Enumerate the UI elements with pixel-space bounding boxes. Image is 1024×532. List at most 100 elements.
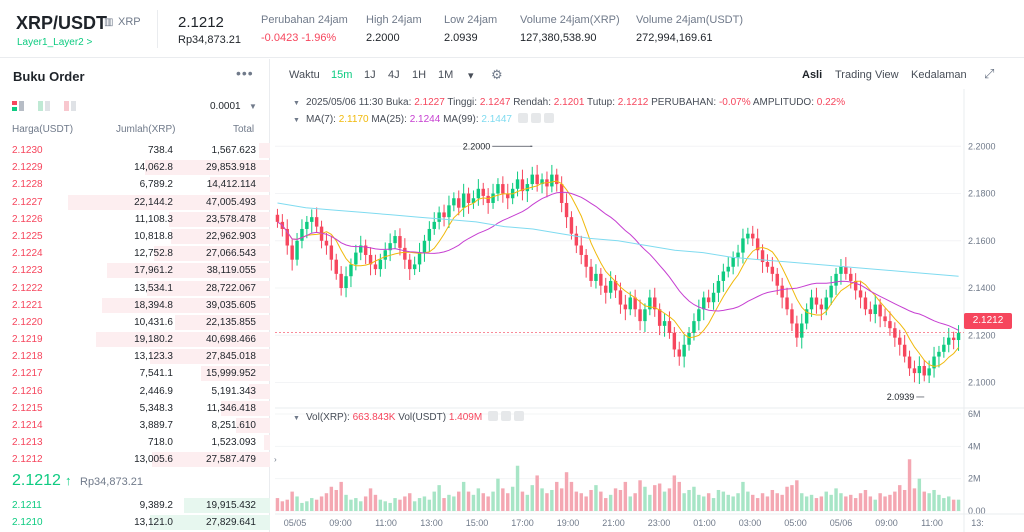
chevron-right-icon[interactable]: › xyxy=(274,455,277,464)
candle-body xyxy=(731,257,735,267)
candle-body xyxy=(932,356,936,369)
candle-body xyxy=(613,280,618,291)
stat-label: Volume 24jam(USDT) xyxy=(636,14,743,26)
candle-body xyxy=(594,273,598,281)
order-amount: 10,818.8 xyxy=(134,230,173,242)
candle-body xyxy=(677,349,681,357)
order-row[interactable]: 2.1218 13,123.3 27,845.018 xyxy=(0,348,270,365)
order-amount: 5,348.3 xyxy=(139,402,173,414)
candle-body xyxy=(706,297,711,303)
order-total: 23,578.478 xyxy=(205,213,256,225)
sector-tag-link[interactable]: Layer1_Layer2 > xyxy=(17,37,93,48)
order-total: 27,587.479 xyxy=(205,454,256,466)
order-row[interactable]: 2.1212 13,005.6 27,587.479 xyxy=(0,451,270,468)
order-row[interactable]: 2.1221 18,394.8 39,035.605 xyxy=(0,297,270,314)
volume-bar xyxy=(839,493,843,511)
interval-label: Waktu xyxy=(289,69,320,81)
document-icon[interactable]: ▥ xyxy=(104,17,114,28)
interval-1j[interactable]: 1J xyxy=(364,69,376,81)
candle-body xyxy=(917,366,922,374)
volume-bar xyxy=(305,501,309,511)
x-tick-label: 19:00 xyxy=(557,518,580,528)
candle-body xyxy=(780,285,784,298)
order-amount: 12,752.8 xyxy=(134,248,173,260)
view-original[interactable]: Asli xyxy=(802,69,823,81)
candle-body xyxy=(378,259,383,270)
order-total: 47,005.493 xyxy=(205,196,256,208)
order-row[interactable]: 2.1213 718.0 1,523.093 xyxy=(0,434,270,451)
volume-bar xyxy=(427,499,432,511)
interval-4j[interactable]: 4J xyxy=(388,69,400,81)
volume-bar xyxy=(579,493,583,511)
close-icon[interactable] xyxy=(543,113,554,123)
order-price: 2.1211 xyxy=(12,500,42,511)
volume-bar xyxy=(800,493,804,511)
candle-body xyxy=(902,344,907,357)
close-icon[interactable] xyxy=(513,411,524,421)
order-total: 27,066.543 xyxy=(205,248,256,260)
fullscreen-icon[interactable]: ⤢ xyxy=(984,66,995,81)
order-row[interactable]: 2.1216 2,446.9 5,191.343 xyxy=(0,383,270,400)
volume-bar xyxy=(329,486,334,511)
collapse-triangle-icon[interactable]: ▼ xyxy=(293,100,300,107)
collapse-triangle-icon[interactable]: ▼ xyxy=(293,415,300,422)
volume-bar xyxy=(770,489,775,511)
y-tick-label: 2.1200 xyxy=(968,330,996,340)
order-row[interactable]: 2.1222 13,534.1 28,722.067 xyxy=(0,280,270,297)
chevron-down-icon[interactable]: ▼ xyxy=(249,102,257,111)
view-bids-icon[interactable] xyxy=(38,101,50,111)
candlestick-chart[interactable]: 2.2000 2.1800 2.1600 2.1400 2.1200 2.1000 6M 4M… xyxy=(271,59,1024,532)
candle-body xyxy=(687,332,691,345)
order-row[interactable]: 2.1225 10,818.8 22,962.903 xyxy=(0,228,270,245)
order-row[interactable]: 2.1219 19,180.2 40,698.466 xyxy=(0,331,270,348)
interval-15m[interactable]: 15m xyxy=(331,69,353,81)
col-header-total: Total xyxy=(233,124,255,135)
gear-icon[interactable]: ⚙ xyxy=(491,67,503,82)
ask-rows: 2.1230 738.4 1,567.623 2.1229 14,062.8 29,853… xyxy=(0,142,270,469)
interval-1h[interactable]: 1H xyxy=(412,69,427,81)
volume-bar xyxy=(314,499,319,511)
volume-bar xyxy=(334,489,338,511)
legend-amplitude: 0.22% xyxy=(816,97,846,108)
candle-body xyxy=(559,184,564,203)
legend-change: -0.07% xyxy=(718,97,751,108)
interval-more-dropdown[interactable]: ▾ xyxy=(468,70,474,82)
view-both-icon[interactable] xyxy=(12,101,24,111)
more-options-icon[interactable]: ••• xyxy=(236,65,254,81)
candle-body xyxy=(525,184,530,192)
order-row[interactable]: 2.1217 7,541.1 15,999.952 xyxy=(0,365,270,382)
candle-body xyxy=(604,285,608,293)
ma25-line xyxy=(277,191,959,331)
order-row[interactable]: 2.1211 9,389.2 19,915.432 xyxy=(0,497,270,514)
settings-icon[interactable] xyxy=(500,411,511,421)
settings-icon[interactable] xyxy=(530,113,541,123)
interval-1m[interactable]: 1M xyxy=(438,69,454,81)
order-row[interactable]: 2.1214 3,889.7 8,251.610 xyxy=(0,417,270,434)
order-row[interactable]: 2.1226 11,108.3 23,578.478 xyxy=(0,211,270,228)
order-row[interactable]: 2.1227 22,144.2 47,005.493 xyxy=(0,194,270,211)
order-amount: 6,789.2 xyxy=(139,179,173,191)
order-row[interactable]: 2.1215 5,348.3 11,346.418 xyxy=(0,400,270,417)
order-row[interactable]: 2.1230 738.4 1,567.623 xyxy=(0,142,270,159)
eye-icon[interactable] xyxy=(517,113,528,123)
y-tick-label: 2.1000 xyxy=(968,378,996,388)
order-row[interactable]: 2.1223 17,961.2 38,119.055 xyxy=(0,262,270,279)
order-amount: 14,062.8 xyxy=(134,162,173,174)
order-row[interactable]: 2.1224 12,752.8 27,066.543 xyxy=(0,245,270,262)
ma7-line xyxy=(277,180,959,367)
collapse-triangle-icon[interactable]: ▼ xyxy=(293,117,300,124)
order-row[interactable]: 2.1228 6,789.2 14,412.114 xyxy=(0,176,270,193)
precision-select[interactable]: 0.0001 xyxy=(210,101,241,112)
candle-body xyxy=(795,323,799,338)
view-tradingview[interactable]: Trading View xyxy=(835,69,899,81)
eye-icon[interactable] xyxy=(487,411,498,421)
order-row[interactable]: 2.1220 10,431.6 22,135.855 xyxy=(0,314,270,331)
stat-value: 2.2000 xyxy=(366,32,400,44)
pair-title[interactable]: XRP/USDT xyxy=(16,13,108,33)
view-asks-icon[interactable] xyxy=(64,101,76,111)
volume-bar xyxy=(917,478,922,511)
order-row[interactable]: 2.1210 13,121.0 27,829.641 xyxy=(0,514,270,531)
view-depth[interactable]: Kedalaman xyxy=(911,69,967,81)
depth-bar xyxy=(95,332,270,348)
order-row[interactable]: 2.1229 14,062.8 29,853.918 xyxy=(0,159,270,176)
